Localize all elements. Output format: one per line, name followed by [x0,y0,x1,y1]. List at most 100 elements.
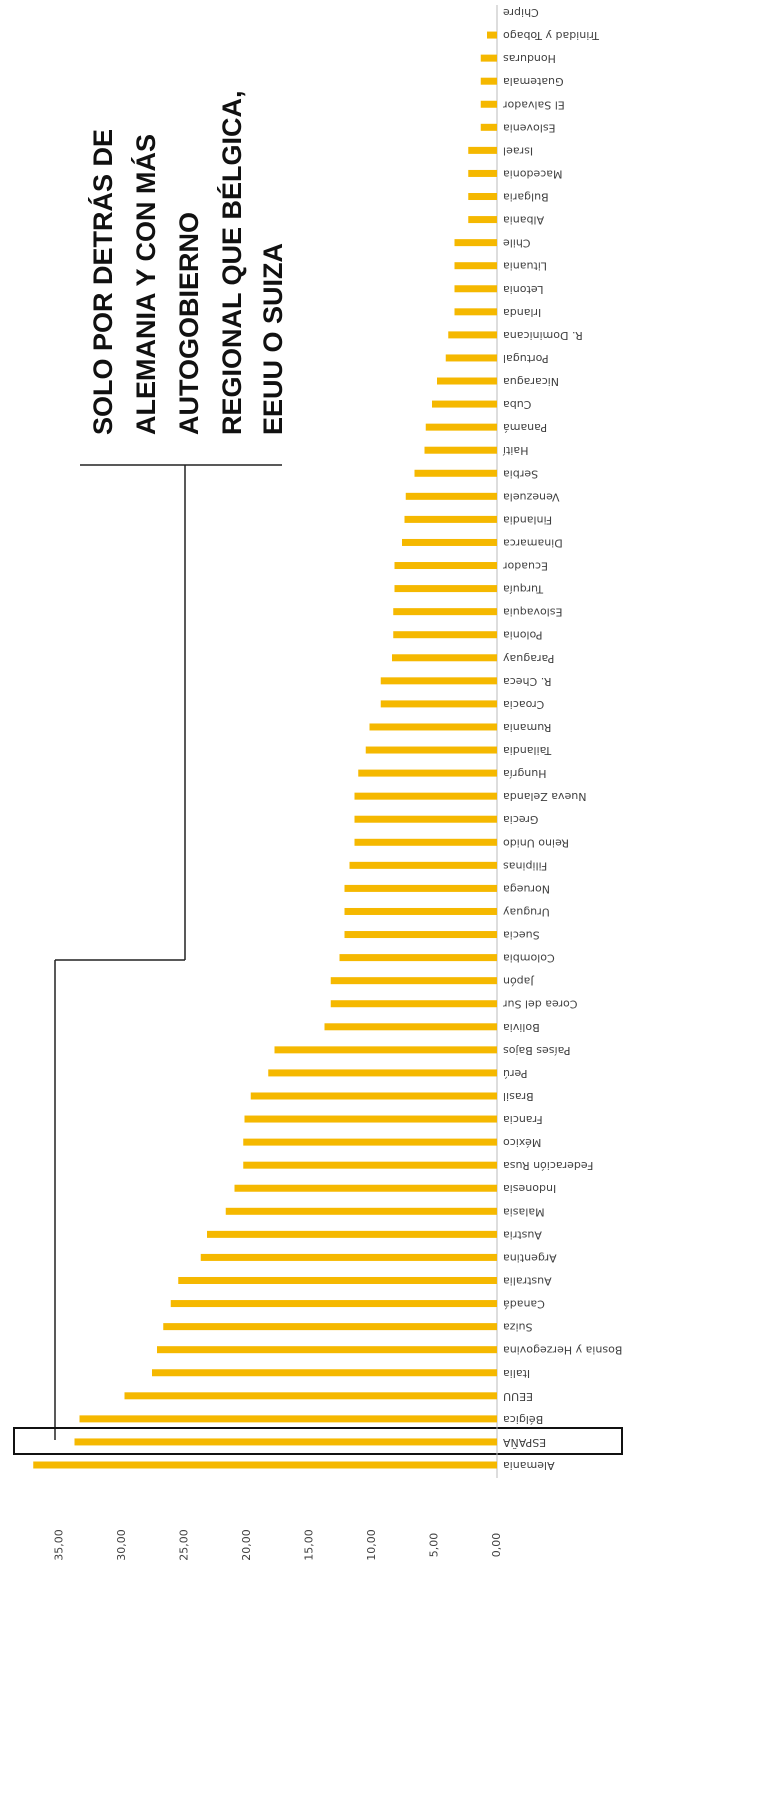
category-label: Suecia [503,929,540,942]
category-label: Serbia [503,467,538,480]
category-label: Malasia [503,1205,545,1218]
bar [369,723,497,731]
bar [354,792,497,800]
bar [324,1023,497,1031]
bar [380,677,497,685]
category-label: Ecuador [503,560,548,573]
category-label: Argentina [503,1251,557,1264]
category-label: Irlanda [503,306,541,319]
category-label: Alemania [503,1459,555,1472]
bar [170,1300,497,1308]
category-label: Albania [503,214,544,227]
highlight-box [13,1427,623,1455]
category-label: Rumania [503,721,551,734]
x-tick-label: 10,00 [365,1529,378,1561]
x-tick-label: 35,00 [53,1529,66,1561]
bar [234,1184,497,1192]
category-label: Eslovenia [503,121,556,134]
category-label: Venezuela [503,490,560,503]
bar [487,31,497,39]
bar [358,769,497,777]
category-label: Chipre [503,6,539,19]
bar [468,146,497,154]
category-label: Cuba [503,398,531,411]
bar [480,123,497,131]
category-label: R. Checa [503,675,551,688]
bar [468,193,497,201]
x-tick-label: 20,00 [240,1529,253,1561]
bar [243,1138,497,1146]
bar [349,861,497,869]
bar [244,1115,497,1123]
bar [393,608,497,616]
bar [468,216,497,224]
bar [448,331,497,339]
bar [330,977,497,985]
bar [330,1000,497,1008]
bar [354,815,497,823]
category-label: Grecia [503,813,538,826]
category-label: Haití [502,444,528,457]
category-label: Honduras [503,52,556,65]
bar [414,469,497,477]
bar [200,1253,497,1261]
bar [152,1369,497,1377]
bar [124,1392,497,1400]
bar [445,354,497,362]
bar [163,1323,497,1331]
annotation: ALEMANIA Y CON MÁS [130,134,161,435]
category-label: El Salvador [503,98,565,111]
category-label: Italia [503,1367,530,1380]
category-label: Letonia [503,283,544,296]
bar [207,1230,497,1238]
x-tick-label: 0,00 [490,1533,503,1558]
bar [380,700,497,708]
bar [454,285,497,293]
bar [365,746,497,754]
category-label: Bolivia [503,1021,540,1034]
category-label: Perú [503,1067,528,1080]
annotation: AUTOGOBIERNO [174,212,204,435]
bar [33,1461,497,1469]
bar [354,838,497,846]
annotation: EEUU O SUIZA [258,243,288,435]
bar [454,308,497,316]
category-label: Portugal [503,352,549,365]
bar [344,907,497,915]
bar [250,1092,497,1100]
bar [392,654,497,662]
bar [393,631,497,639]
category-label: Francia [503,1113,543,1126]
category-label: Australia [503,1274,552,1287]
category-label: Tailandia [503,744,552,757]
category-label: Hungría [503,767,547,780]
category-label: Suiza [503,1321,533,1334]
bar [454,262,497,270]
category-label: Filipinas [503,859,547,872]
category-label: Dinamarca [503,536,563,549]
category-label: Guatemala [503,75,564,88]
category-label: Eslovaquia [503,606,562,619]
bar [402,538,497,546]
category-label: Panamá [503,421,547,434]
bar [157,1346,497,1354]
category-label: Colombia [503,952,555,965]
bar [480,100,497,108]
bar [394,585,497,593]
bar [178,1276,497,1284]
category-label: Trinidad y Tobago [503,29,600,42]
category-label: Bélgica [503,1413,543,1426]
category-label: Nicaragua [503,375,559,388]
category-label: Reino Unido [503,836,569,849]
bar [454,239,497,247]
category-label: Canadá [503,1298,545,1311]
annotation: REGIONAL QUE BÉLGICA, [216,90,247,435]
bar [432,400,497,408]
category-label: Macedonia [503,167,563,180]
bar [339,954,497,962]
category-label: Chile [503,237,531,250]
bar [225,1207,497,1215]
category-label: ESPAÑA [503,1436,547,1449]
bar [79,1415,497,1423]
